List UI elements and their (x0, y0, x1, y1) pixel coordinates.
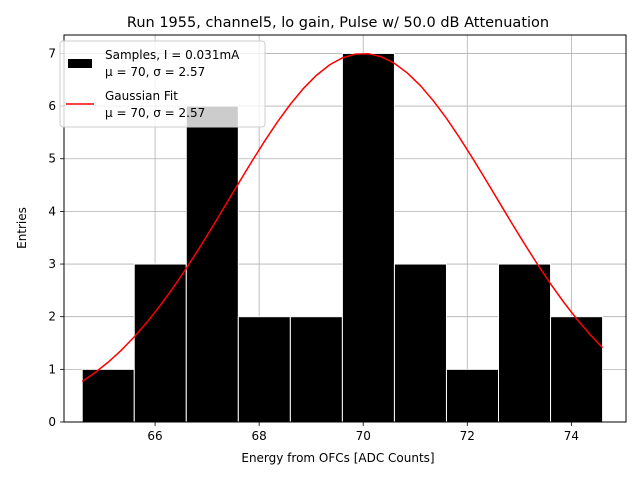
y-axis-label: Entries (15, 207, 29, 249)
x-tick-label: 66 (147, 429, 162, 443)
histogram-bar (81, 368, 135, 423)
histogram-bars (81, 52, 604, 423)
y-tick-label: 1 (48, 362, 56, 376)
x-tick-label: 70 (356, 429, 371, 443)
gaussian-fit-line (81, 52, 604, 383)
y-tick-label: 3 (48, 257, 56, 271)
legend-histogram-label: Samples, I = 0.031mA (105, 48, 240, 62)
x-axis-ticks: 66 68 70 72 74 (147, 422, 579, 443)
y-tick-label: 5 (48, 152, 56, 166)
histogram-bar (393, 263, 447, 423)
y-tick-label: 6 (48, 99, 56, 113)
x-axis-label: Energy from OFCs [ADC Counts] (241, 451, 434, 465)
legend-fit-stats: μ = 70, σ = 2.57 (105, 106, 205, 120)
legend-histogram-stats: μ = 70, σ = 2.57 (105, 65, 205, 79)
plot-frame (63, 34, 627, 423)
y-tick-label: 4 (48, 204, 56, 218)
legend-box (59, 40, 266, 128)
histogram-bar (550, 316, 604, 423)
x-tick-label: 74 (564, 429, 579, 443)
legend-fit-label: Gaussian Fit (105, 89, 178, 103)
y-tick-label: 2 (48, 310, 56, 324)
y-axis-ticks: 0 1 2 3 4 5 6 7 (48, 46, 64, 429)
histogram-bar (185, 105, 239, 423)
x-tick-label: 68 (251, 429, 266, 443)
histogram-bar (289, 316, 343, 423)
histogram-bar (237, 316, 291, 423)
y-tick-label: 7 (48, 46, 56, 60)
legend-histogram-swatch (68, 59, 92, 68)
histogram-bar (341, 52, 395, 423)
histogram-bar (133, 263, 187, 423)
legend: Samples, I = 0.031mA μ = 70, σ = 2.57 Ga… (59, 40, 266, 128)
chart-title: Run 1955, channel5, lo gain, Pulse w/ 50… (127, 15, 549, 31)
y-tick-label: 0 (48, 415, 56, 429)
histogram-bar (445, 368, 500, 423)
x-tick-label: 72 (460, 429, 475, 443)
histogram-bar (498, 263, 552, 423)
